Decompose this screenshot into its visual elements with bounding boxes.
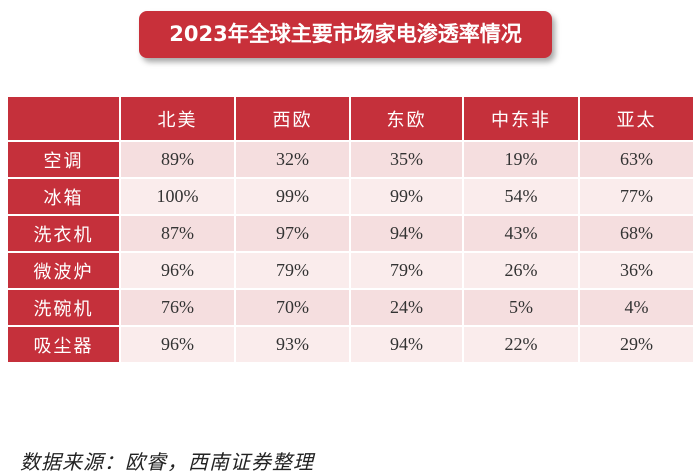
- row-header: 微波炉: [6, 251, 121, 290]
- table-cell: 100%: [119, 177, 236, 216]
- row-header: 洗碗机: [6, 288, 121, 327]
- table-cell: 77%: [578, 177, 695, 216]
- table-cell: 96%: [119, 251, 236, 290]
- table-cell: 89%: [119, 140, 236, 179]
- table-row: 微波炉 96% 79% 79% 26% 36%: [6, 251, 695, 290]
- table-row: 洗衣机 87% 97% 94% 43% 68%: [6, 214, 695, 253]
- table-row: 空调 89% 32% 35% 19% 63%: [6, 140, 695, 179]
- column-header-apac: 亚太: [578, 95, 695, 142]
- penetration-table: 北美 西欧 东欧 中东非 亚太 空调 89% 32% 35% 19% 63% 冰…: [6, 95, 695, 364]
- source-note: 数据来源：欧睿，西南证券整理: [20, 450, 314, 474]
- table-cell: 99%: [234, 177, 351, 216]
- table-cell: 87%: [119, 214, 236, 253]
- table-cell: 54%: [462, 177, 580, 216]
- table-cell: 93%: [234, 325, 351, 364]
- table-row: 洗碗机 76% 70% 24% 5% 4%: [6, 288, 695, 327]
- table-cell: 94%: [349, 214, 464, 253]
- column-header-north-america: 北美: [119, 95, 236, 142]
- table-cell: 35%: [349, 140, 464, 179]
- table-title: 2023年全球主要市场家电渗透率情况: [139, 11, 552, 58]
- column-header-eastern-europe: 东欧: [349, 95, 464, 142]
- table-cell: 26%: [462, 251, 580, 290]
- table-row: 冰箱 100% 99% 99% 54% 77%: [6, 177, 695, 216]
- table-cell: 36%: [578, 251, 695, 290]
- table-cell: 19%: [462, 140, 580, 179]
- table-cell: 22%: [462, 325, 580, 364]
- table-cell: 32%: [234, 140, 351, 179]
- row-header: 吸尘器: [6, 325, 121, 364]
- header-row: 北美 西欧 东欧 中东非 亚太: [6, 95, 695, 142]
- table-cell: 43%: [462, 214, 580, 253]
- table-cell: 68%: [578, 214, 695, 253]
- table-cell: 5%: [462, 288, 580, 327]
- table-cell: 29%: [578, 325, 695, 364]
- corner-cell: [6, 95, 121, 142]
- table-cell: 76%: [119, 288, 236, 327]
- table-row: 吸尘器 96% 93% 94% 22% 29%: [6, 325, 695, 364]
- table-cell: 63%: [578, 140, 695, 179]
- table-cell: 99%: [349, 177, 464, 216]
- column-header-western-europe: 西欧: [234, 95, 351, 142]
- table-cell: 97%: [234, 214, 351, 253]
- table-cell: 4%: [578, 288, 695, 327]
- table-cell: 70%: [234, 288, 351, 327]
- table-cell: 94%: [349, 325, 464, 364]
- table-cell: 96%: [119, 325, 236, 364]
- column-header-mea: 中东非: [462, 95, 580, 142]
- table-cell: 24%: [349, 288, 464, 327]
- row-header: 洗衣机: [6, 214, 121, 253]
- row-header: 冰箱: [6, 177, 121, 216]
- table-cell: 79%: [234, 251, 351, 290]
- row-header: 空调: [6, 140, 121, 179]
- table-cell: 79%: [349, 251, 464, 290]
